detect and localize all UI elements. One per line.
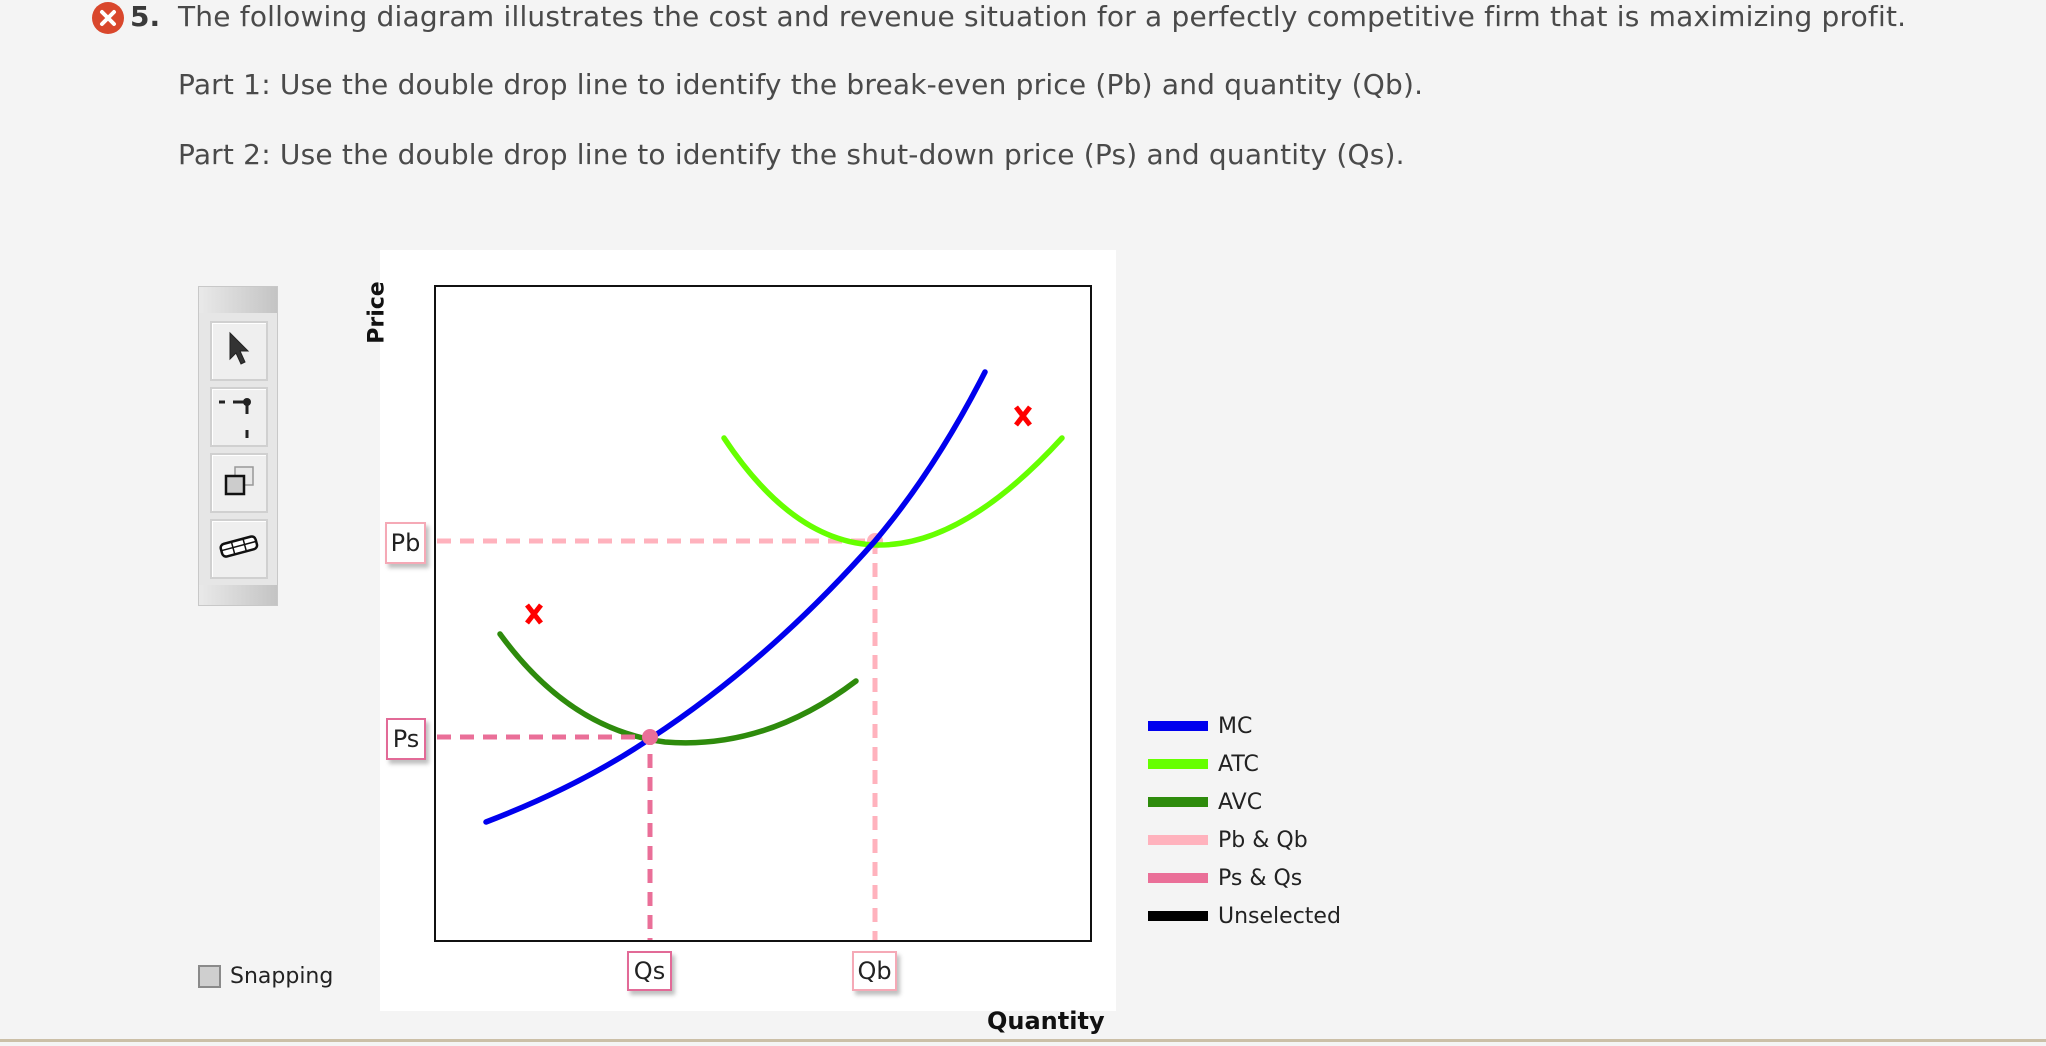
- question-number: 5.: [130, 0, 161, 33]
- question-prompt: The following diagram illustrates the co…: [178, 0, 1907, 33]
- double-drop-line-icon: [217, 392, 261, 442]
- ps-qs-drop-line[interactable]: [437, 729, 658, 940]
- atc-curve[interactable]: [721, 435, 1065, 548]
- double-drop-line-tool-button[interactable]: [210, 387, 268, 447]
- question-part-1: Part 1: Use the double drop line to iden…: [178, 68, 1424, 101]
- legend-item-unselected[interactable]: Unselected: [1148, 903, 1341, 929]
- legend-swatch: [1148, 911, 1208, 921]
- legend-item-mc[interactable]: MC: [1148, 713, 1253, 739]
- legend-swatch: [1148, 759, 1208, 769]
- graph-panel[interactable]: [380, 250, 1116, 1011]
- eraser-icon: [217, 532, 261, 566]
- legend-label: ATC: [1218, 751, 1259, 777]
- legend-item-atc[interactable]: ATC: [1148, 751, 1259, 777]
- legend-swatch: [1148, 721, 1208, 731]
- divider: [0, 1039, 2046, 1042]
- drawing-toolbar: [198, 286, 278, 606]
- legend-label: AVC: [1218, 789, 1263, 815]
- legend-label: Unselected: [1218, 903, 1341, 929]
- toolbar-handle-top[interactable]: [199, 287, 277, 313]
- snapping-checkbox[interactable]: [198, 965, 221, 988]
- ps-price-tag[interactable]: Ps: [386, 718, 426, 760]
- select-arrow-icon: [224, 329, 254, 373]
- pb-price-tag[interactable]: Pb: [385, 522, 426, 564]
- avc-curve[interactable]: [497, 631, 859, 746]
- legend-item-ps-qs[interactable]: Ps & Qs: [1148, 865, 1303, 891]
- incorrect-x-icon: [1014, 405, 1032, 427]
- legend-swatch: [1148, 835, 1208, 845]
- legend-label: Ps & Qs: [1218, 865, 1303, 891]
- legend-swatch: [1148, 797, 1208, 807]
- qs-quantity-tag[interactable]: Qs: [627, 951, 672, 991]
- legend-swatch: [1148, 873, 1208, 883]
- legend-item-pb-qb[interactable]: Pb & Qb: [1148, 827, 1308, 853]
- toolbar-handle-bottom[interactable]: [199, 585, 277, 605]
- incorrect-x-icon: [525, 603, 543, 625]
- duplicate-icon: [221, 463, 257, 503]
- legend-label: Pb & Qb: [1218, 827, 1308, 853]
- pb-qb-drop-line[interactable]: [437, 533, 883, 940]
- duplicate-tool-button[interactable]: [210, 453, 268, 513]
- qb-quantity-tag[interactable]: Qb: [852, 951, 897, 991]
- mc-curve[interactable]: [483, 369, 988, 825]
- eraser-tool-button[interactable]: [210, 519, 268, 579]
- legend-label: MC: [1218, 713, 1253, 739]
- plot-frame: [434, 285, 1092, 942]
- incorrect-status-icon: [92, 2, 124, 34]
- question-part-2: Part 2: Use the double drop line to iden…: [178, 138, 1405, 171]
- x-axis-label: Quantity: [987, 1007, 1105, 1035]
- legend-item-avc[interactable]: AVC: [1148, 789, 1263, 815]
- select-tool-button[interactable]: [210, 321, 268, 381]
- snapping-label: Snapping: [230, 964, 334, 989]
